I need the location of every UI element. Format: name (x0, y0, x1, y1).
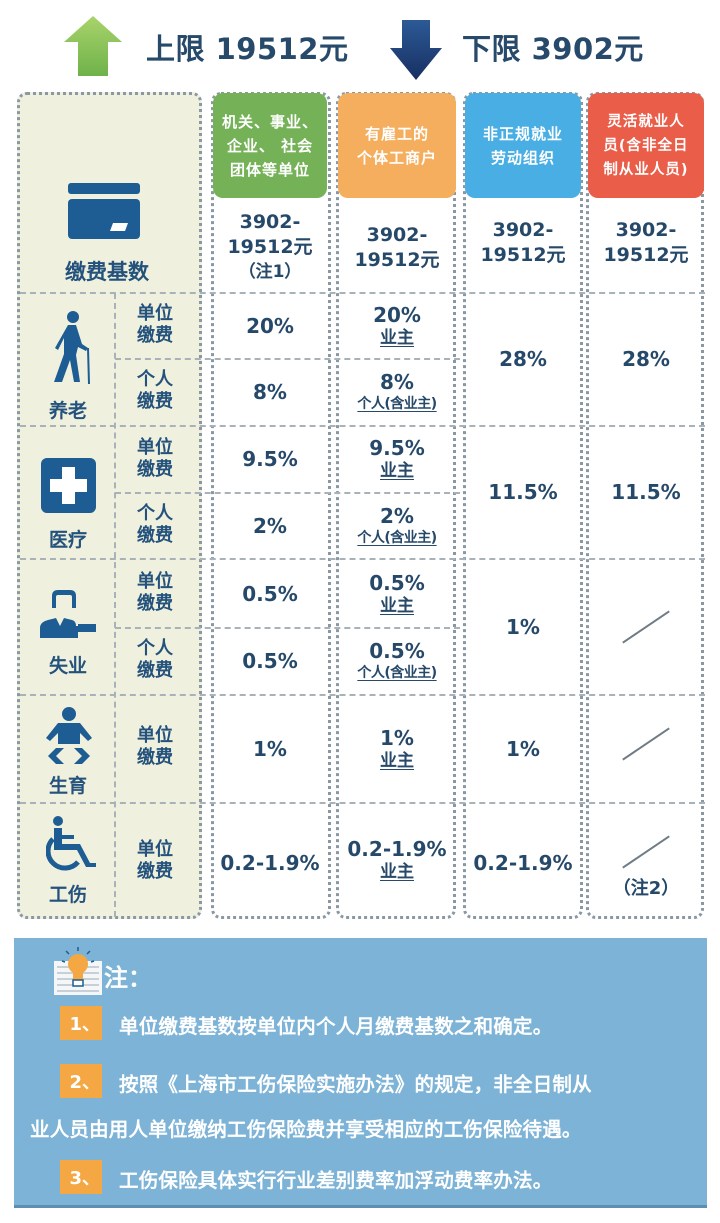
medical-unit-c2: 9.5% 业主 (369, 436, 425, 481)
divider (115, 627, 460, 629)
note-number-badge: 1、 (60, 1006, 102, 1040)
unemployment-label: 失业 (48, 655, 87, 677)
lightbulb-note-icon (54, 947, 102, 995)
unit-payment-label: 单位 缴费 (137, 725, 173, 768)
medical-label: 医疗 (48, 529, 87, 551)
divider (20, 802, 705, 804)
note-2-text: 按照《上海市工伤保险实施办法》的规定，非全日制从 (119, 1073, 592, 1096)
maternity-c3: 1% (506, 737, 540, 761)
divider (114, 293, 116, 917)
card-icon (68, 183, 140, 239)
maternity-unit-c1: 1% (253, 737, 287, 761)
pension-unit-c2: 20% 业主 (373, 303, 421, 348)
note-2-text-cont: 业人员由用人单位缴纳工伤保险费并享受相应的工伤保险待遇。 (30, 1118, 582, 1141)
column-flexible (586, 92, 704, 919)
baby-icon (46, 707, 92, 764)
note-number-badge: 3、 (60, 1160, 102, 1194)
pension-unit-c1: 20% (246, 314, 294, 338)
medical-c3: 11.5% (488, 480, 558, 504)
divider (20, 425, 705, 427)
personal-payment-label: 个人 缴费 (137, 503, 173, 546)
column-individual-business (336, 92, 456, 919)
unemployed-person-icon (40, 590, 96, 638)
divider (20, 558, 705, 560)
pension-label: 养老 (48, 400, 87, 422)
work-injury-c3: 0.2-1.9% (473, 851, 573, 875)
maternity-unit-c2: 1% 业主 (380, 726, 414, 771)
unit-payment-label: 单位 缴费 (137, 303, 173, 346)
unemployment-unit-c1: 0.5% (242, 581, 298, 606)
medical-personal-c2: 2% 个人(含业主) (357, 503, 437, 546)
pension-personal-c2: 8% 个人(含业主) (357, 370, 437, 412)
note-1-text: 单位缴费基数按单位内个人月缴费基数之和确定。 (119, 1015, 553, 1038)
base-label: 缴费基数 (65, 260, 149, 284)
base-value-flexible: 3902- 19512元 (603, 218, 689, 266)
work-injury-unit-c1: 0.2-1.9% (220, 851, 320, 875)
wheelchair-icon (46, 816, 96, 871)
column-informal-org (463, 92, 583, 919)
column-header-informal-org: 非正规就业 劳动组织 (465, 93, 581, 198)
personal-payment-label: 个人 缴费 (137, 638, 173, 681)
work-injury-unit-c2: 0.2-1.9% 业主 (347, 837, 447, 882)
unemployment-unit-c2: 0.5% 业主 (369, 570, 425, 616)
divider (115, 492, 460, 494)
note-3-text: 工伤保险具体实行行业差别费率加浮动费率办法。 (119, 1169, 553, 1192)
column-header-units: 机关、事业、 企业、 社会 团体等单位 (213, 93, 327, 198)
arrow-down-icon (390, 20, 442, 80)
note-number-badge: 2、 (60, 1064, 102, 1098)
pension-c4: 28% (622, 347, 670, 371)
column-units (211, 92, 331, 919)
lower-limit: 下限 3902元 (462, 32, 644, 66)
notes-panel (14, 938, 707, 1208)
base-value-individual-business: 3902- 19512元 (354, 223, 440, 271)
medical-c4: 11.5% (611, 480, 681, 504)
header: 上限 19512元 下限 3902元 (0, 0, 720, 88)
unit-payment-label: 单位 缴费 (137, 839, 173, 882)
base-value-units: 3902- 19512元 （注1） (227, 211, 313, 282)
pension-personal-c1: 8% (253, 380, 287, 404)
unit-payment-label: 单位 缴费 (137, 571, 173, 614)
base-value-informal-org: 3902- 19512元 (480, 218, 566, 266)
medical-cross-icon (41, 458, 96, 513)
divider (20, 292, 705, 294)
unit-payment-label: 单位 缴费 (137, 437, 173, 480)
divider (115, 358, 460, 360)
work-injury-label: 工伤 (48, 884, 87, 906)
unemployment-personal-c1: 0.5% (242, 649, 298, 673)
elderly-person-icon (54, 311, 90, 384)
note2-reference: （注2） (612, 878, 680, 899)
unemployment-c3: 1% (506, 615, 540, 639)
column-header-individual-business: 有雇工的 个体工商户 (338, 93, 456, 198)
unemployment-personal-c2: 0.5% 个人(含业主) (357, 639, 437, 681)
personal-payment-label: 个人 缴费 (137, 369, 173, 412)
pension-c3: 28% (499, 347, 547, 371)
notes-title: 注： (104, 964, 152, 992)
arrow-up-icon (64, 16, 122, 76)
medical-personal-c1: 2% (253, 513, 287, 538)
medical-unit-c1: 9.5% (242, 447, 298, 471)
upper-limit: 上限 19512元 (146, 32, 349, 66)
column-header-flexible: 灵活就业人 员(含非全日 制从业人员) (588, 93, 704, 198)
divider (20, 694, 705, 696)
maternity-label: 生育 (48, 775, 87, 797)
